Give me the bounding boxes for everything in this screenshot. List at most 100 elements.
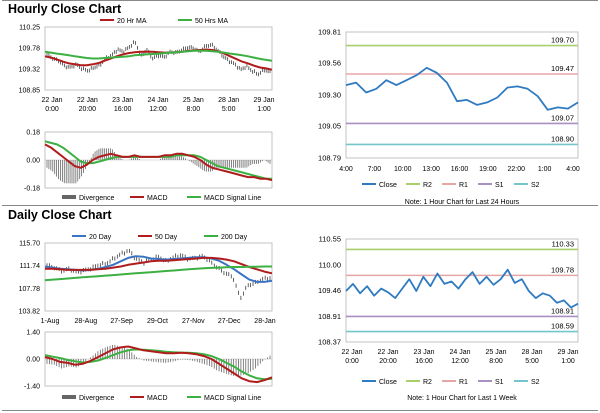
hourly-price-x-tick: 24 Jan [147,97,168,104]
hourly-macd-y-tick: 0.18 [26,130,40,137]
hourly-macd-y-tick: -0.18 [24,186,40,193]
daily-price-frame [44,242,273,312]
daily-levels-x-tick: 20:00 [379,358,397,365]
daily-macd-legend-label: Divergence [79,395,115,402]
hourly-levels-s1-level-label: 109.07 [551,113,574,122]
hourly-price-x-tick: 1:00 [257,106,271,113]
daily-levels-y-tick: 110.55 [319,235,341,244]
hourly-levels-r1-level-label: 109.47 [551,64,574,73]
hourly-price-x-tick: 25 Jan [183,97,204,104]
daily-levels-x-tick: 0:00 [345,358,359,365]
daily-levels-s1-level-label: 108.91 [551,306,574,315]
daily-macd-y-tick: -1.40 [24,384,40,391]
daily-macd-macd-line [44,345,273,384]
hourly-price-y-tick: 109.78 [19,46,41,53]
daily-levels-x-tick: 22 Jan [341,349,362,356]
daily-price-legend-label: 200 Day [221,234,248,241]
daily-price-y-tick: 111.74 [20,263,40,270]
section-divider-bottom [2,410,598,411]
hourly-price-x-tick: 0:00 [45,106,59,113]
daily-levels-x-tick: 12:00 [451,358,469,365]
daily-levels-x-tick: 5:00 [525,358,539,365]
daily-levels-y-tick: 110.00 [319,260,341,269]
hourly-price-y-tick: 108.85 [19,88,41,95]
hourly-price-legend-label: 20 Hr MA [117,18,147,25]
hourly-levels-legend-label: S1 [495,182,504,189]
daily-levels-close-line [345,268,579,309]
hourly-levels-y-tick: 108.79 [318,154,341,163]
daily-levels-frame [345,238,579,343]
daily-macd-legend-label: MACD Signal Line [204,395,261,402]
hourly-price-x-tick: 12:00 [149,106,167,113]
daily-levels-legend-label: S1 [495,379,504,386]
daily-macd-legend-label: MACD [147,395,168,402]
hourly-levels-x-tick: 10:00 [394,166,412,173]
daily-macd-signal-line [44,348,273,381]
hourly-levels-x-tick: 4:00 [339,166,353,173]
hourly-levels-x-tick: 22:00 [507,166,525,173]
hourly-levels-x-tick: 7:00 [368,166,382,173]
daily-section-title: Daily Close Chart [8,208,112,222]
daily-price-200-day-line [44,265,272,282]
hourly-price-20-hr-ma-line [44,48,273,71]
daily-price-50-day-line [45,256,273,275]
hourly-levels-close-line [345,66,579,111]
section-divider-top [2,0,598,1]
daily-levels-y-tick: 108.91 [318,312,341,321]
hourly-price-x-tick: 29 Jan [253,97,274,104]
daily-levels-legend-label: R2 [423,379,432,386]
hourly-levels-y-tick: 109.56 [318,58,341,67]
hourly-price-legend-label: 50 Hrs MA [195,18,228,25]
hourly-macd-legend-label: MACD [147,195,168,202]
daily-levels-s2-level-label: 108.59 [551,322,574,331]
hourly-macd-legend-label: Divergence [79,195,115,202]
hourly-levels-r2-level-label: 109.70 [551,36,574,45]
hourly-price-y-tick: 110.25 [19,25,40,32]
daily-price-x-tick: 28-Aug [75,318,98,325]
daily-price-x-tick: 1-Aug [41,318,60,325]
hourly-levels-x-tick: 19:00 [479,166,497,173]
daily-levels-x-tick: 24 Jan [449,349,470,356]
daily-price-x-tick: 29-Oct [147,318,168,325]
daily-price-y-tick: 115.70 [19,241,40,248]
hourly-price-x-tick: 22 Jan [77,97,98,104]
hourly-macd-macd-line [44,143,273,182]
hourly-levels-x-tick: 4:00 [566,166,580,173]
daily-levels-x-tick: 16:00 [415,358,433,365]
daily-levels-y-tick: 109.46 [318,286,341,295]
hourly-section-title: Hourly Close Chart [8,2,122,16]
hourly-levels-y-tick: 109.30 [318,91,341,100]
hourly-levels-frame [345,31,579,159]
daily-levels-legend-label: R1 [459,379,468,386]
hourly-levels-y-tick: 109.81 [318,28,341,37]
daily-levels-x-tick: 29 Jan [557,349,578,356]
daily-price-legend-label: 50 Day [155,234,178,241]
daily-levels-x-tick: 25 Jan [485,349,506,356]
hourly-price-x-tick: 23 Jan [112,97,133,104]
hourly-levels-legend-label: Close [379,182,397,189]
daily-price-y-tick: 103.82 [19,309,41,316]
daily-levels-r1-level-label: 109.78 [551,265,574,274]
daily-price-y-tick: 107.78 [19,286,41,293]
daily-price-legend-label: 20 Day [89,234,112,241]
hourly-price-x-tick: 22 Jan [41,97,62,104]
daily-levels-x-tick: 23 Jan [413,349,434,356]
hourly-levels-y-tick: 109.05 [318,121,341,130]
hourly-macd-y-tick: 0.00 [26,158,40,165]
hourly-price-y-tick: 109.32 [19,66,41,73]
hourly-levels-legend-label: R2 [423,182,432,189]
hourly-levels-x-tick: 13:00 [422,166,440,173]
hourly-price-x-tick: 8:00 [187,106,201,113]
daily-levels-y-tick: 108.37 [318,338,341,347]
hourly-levels-x-tick: 16:00 [451,166,469,173]
daily-levels-x-tick: 1:00 [561,358,575,365]
daily-macd-y-tick: 0.00 [26,357,40,364]
hourly-price-x-tick: 5:00 [222,106,236,113]
daily-levels-note: Note: 1 Hour Chart for Last 1 Week [407,395,517,402]
daily-price-x-tick: 27-Nov [182,318,205,325]
hourly-price-frame [44,26,273,91]
daily-levels-legend-label: Close [379,379,397,386]
hourly-price-x-tick: 16:00 [114,106,132,113]
hourly-levels-legend-label: R1 [459,182,468,189]
